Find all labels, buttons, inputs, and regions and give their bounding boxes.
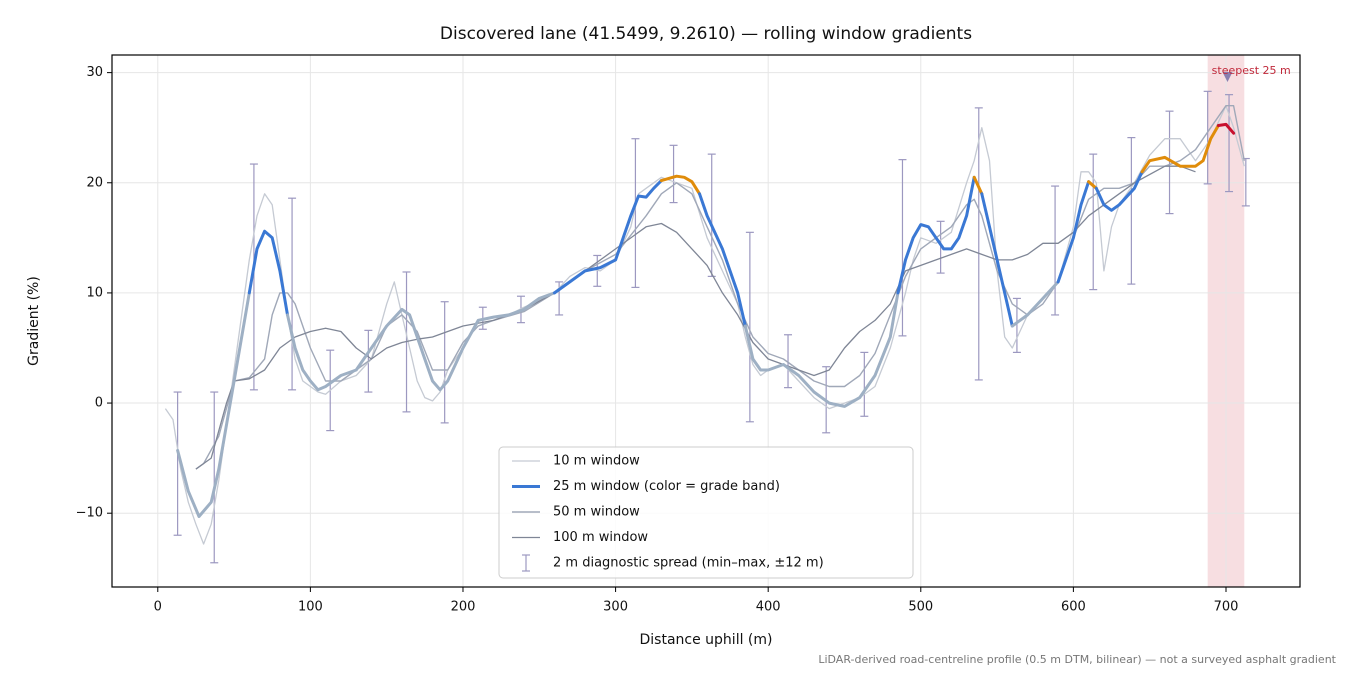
- error-bar: [898, 159, 907, 337]
- legend-box: [498, 446, 914, 579]
- error-bar: [173, 391, 182, 536]
- line-series-band: [659, 174, 701, 196]
- x-tick-label: 100: [298, 600, 323, 615]
- x-tick-label: 200: [451, 600, 476, 615]
- error-bar: [784, 334, 793, 389]
- y-tick-label: 30: [86, 65, 103, 80]
- line-series: [195, 105, 1245, 470]
- line-series-band: [553, 179, 663, 295]
- line-series-band: [1216, 122, 1236, 135]
- error-bar: [1225, 94, 1234, 193]
- error-bar: [936, 220, 945, 274]
- y-tick-label: −10: [76, 506, 103, 521]
- error-bar: [1241, 157, 1250, 207]
- error-bar: [1089, 153, 1098, 291]
- x-tick-label: 600: [1061, 600, 1086, 615]
- x-tick-label: 400: [756, 600, 781, 615]
- line-series-band: [286, 291, 556, 392]
- y-axis-label: Gradient (%): [26, 276, 42, 366]
- error-bar: [669, 144, 678, 204]
- chart-title: Discovered lane (41.5499, 9.2610) — roll…: [440, 24, 972, 44]
- line-series-band: [1094, 170, 1144, 212]
- error-bar: [1051, 185, 1060, 316]
- error-bar: [631, 138, 640, 289]
- error-bar: [1165, 110, 1174, 215]
- line-series-band: [980, 192, 1014, 328]
- legend-label: 10 m window: [553, 454, 640, 469]
- error-bar: [288, 197, 297, 391]
- x-tick-label: 300: [603, 600, 628, 615]
- line-series-band: [896, 175, 976, 295]
- x-tick-label: 0: [154, 600, 162, 615]
- legend-label: 2 m diagnostic spread (min–max, ±12 m): [553, 556, 824, 571]
- line-series-band: [972, 175, 984, 196]
- error-bar: [974, 107, 983, 381]
- highlight-label: steepest 25 m: [1212, 64, 1291, 77]
- line-series-band: [1056, 180, 1091, 284]
- y-tick-label: 20: [86, 175, 103, 190]
- steepest-marker: [1222, 72, 1233, 83]
- error-bar: [1203, 90, 1212, 185]
- line-series-band: [1010, 280, 1060, 328]
- x-tick-label: 700: [1214, 600, 1239, 615]
- line-series-band: [743, 291, 900, 408]
- x-axis-label: Distance uphill (m): [640, 632, 773, 648]
- error-bar: [1127, 137, 1136, 285]
- line-series-band: [176, 291, 251, 518]
- legend-label: 50 m window: [553, 505, 640, 520]
- y-tick-label: 0: [95, 396, 103, 411]
- plot-frame: [111, 54, 1301, 588]
- legend-label: 100 m window: [553, 530, 648, 545]
- error-bar: [210, 391, 219, 564]
- line-series-band: [1140, 124, 1220, 174]
- line-series-band: [698, 192, 747, 328]
- x-tick-label: 500: [908, 600, 933, 615]
- line-series: [195, 165, 1196, 470]
- line-series-band: [1087, 180, 1098, 190]
- error-bar: [860, 351, 869, 417]
- error-bar: [249, 163, 258, 391]
- error-bar: [745, 231, 754, 423]
- error-bar: [440, 301, 449, 424]
- line-series-band: [247, 229, 289, 317]
- y-tick-label: 10: [86, 285, 103, 300]
- error-bar: [707, 153, 716, 277]
- footnote: LiDAR-derived road-centreline profile (0…: [818, 653, 1336, 666]
- legend-label: 25 m window (color = grade band): [553, 479, 780, 494]
